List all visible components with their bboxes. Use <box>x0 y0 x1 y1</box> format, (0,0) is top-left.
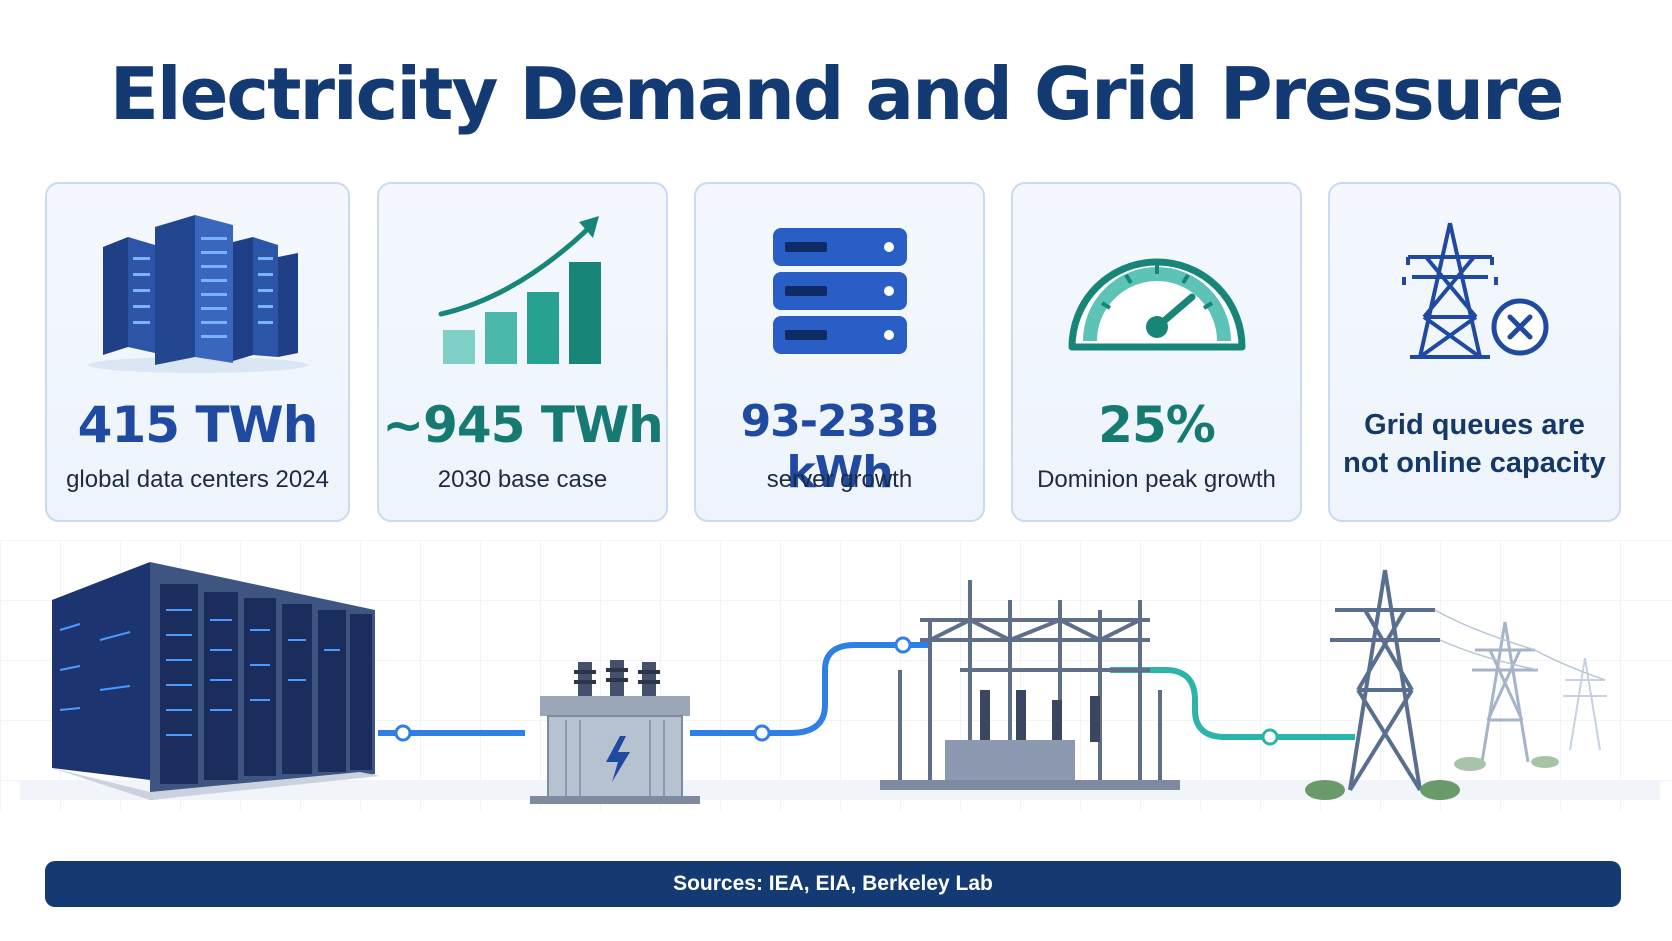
transmission-tower-icon <box>1330 569 1440 792</box>
note-line-1: Grid queues are <box>1364 409 1585 441</box>
data-center-icon <box>52 562 380 800</box>
transmission-tower-blocked-icon <box>1330 202 1619 382</box>
stat-caption: Dominion peak growth <box>1037 466 1276 493</box>
stat-card-data-centers: 415 TWh global data centers 2024 <box>45 182 350 522</box>
gauge-icon <box>1013 202 1300 382</box>
grid-queue-note: Grid queues are not online capacity <box>1340 406 1609 482</box>
data-center-icon <box>47 202 348 382</box>
stat-card-2030-base-case: ~945 TWh 2030 base case <box>377 182 668 522</box>
stat-card-dominion-peak: 25% Dominion peak growth <box>1011 182 1302 522</box>
server-stack-icon <box>696 202 983 382</box>
power-line-segment-2 <box>690 642 930 736</box>
note-card-grid-queues: Grid queues are not online capacity <box>1328 182 1621 522</box>
stat-caption: 2030 base case <box>437 466 608 493</box>
stat-caption: global data centers 2024 <box>66 466 329 493</box>
transformer-icon <box>530 660 700 804</box>
sources-bar: Sources: IEA, EIA, Berkeley Lab <box>45 861 1621 907</box>
stat-caption: server growth <box>766 466 913 493</box>
stat-value: 93-233B kWh <box>740 396 940 498</box>
grid-pipeline-illustration <box>0 540 1672 820</box>
note-line-2: not online capacity <box>1343 447 1606 479</box>
stat-value: ~945 TWh <box>382 396 664 454</box>
page-title: Electricity Demand and Grid Pressure <box>109 52 1565 136</box>
stat-value: 415 TWh <box>77 396 319 454</box>
stat-card-server-growth: 93-233B kWh server growth <box>694 182 985 522</box>
growth-chart-icon <box>379 202 666 382</box>
power-line-segment-3 <box>1110 667 1355 740</box>
sources-text: Sources: IEA, EIA, Berkeley Lab <box>673 872 993 895</box>
stat-value: 25% <box>1098 396 1216 454</box>
